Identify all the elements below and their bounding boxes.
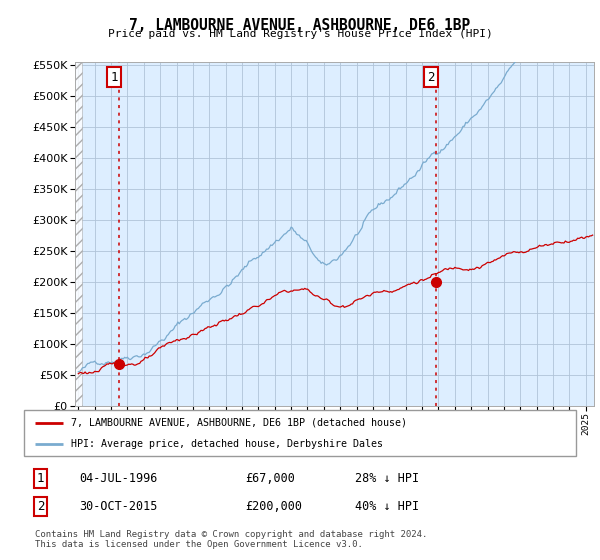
Text: 7, LAMBOURNE AVENUE, ASHBOURNE, DE6 1BP (detached house): 7, LAMBOURNE AVENUE, ASHBOURNE, DE6 1BP … [71, 418, 407, 428]
Text: Contains HM Land Registry data © Crown copyright and database right 2024.
This d: Contains HM Land Registry data © Crown c… [35, 530, 427, 549]
Text: £200,000: £200,000 [245, 500, 302, 513]
Text: HPI: Average price, detached house, Derbyshire Dales: HPI: Average price, detached house, Derb… [71, 439, 383, 449]
Text: 1: 1 [110, 71, 118, 83]
Bar [75, 62, 82, 406]
Text: 40% ↓ HPI: 40% ↓ HPI [355, 500, 419, 513]
Text: 2: 2 [37, 500, 44, 513]
Text: 04-JUL-1996: 04-JUL-1996 [79, 472, 158, 486]
Text: 2: 2 [427, 71, 434, 83]
Text: 28% ↓ HPI: 28% ↓ HPI [355, 472, 419, 486]
Text: Price paid vs. HM Land Registry's House Price Index (HPI): Price paid vs. HM Land Registry's House … [107, 29, 493, 39]
FancyBboxPatch shape [24, 410, 576, 456]
Text: 30-OCT-2015: 30-OCT-2015 [79, 500, 158, 513]
Text: 7, LAMBOURNE AVENUE, ASHBOURNE, DE6 1BP: 7, LAMBOURNE AVENUE, ASHBOURNE, DE6 1BP [130, 18, 470, 33]
Text: £67,000: £67,000 [245, 472, 295, 486]
Text: 1: 1 [37, 472, 44, 486]
